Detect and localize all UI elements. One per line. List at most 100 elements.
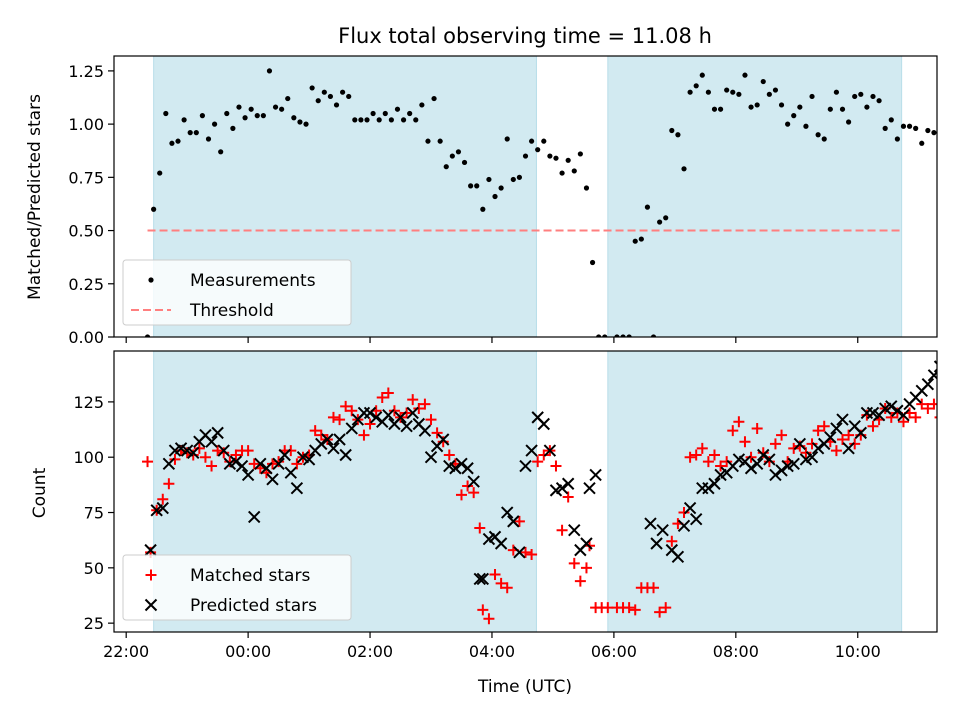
top-measurements-point-21 [272,104,279,110]
bottom-matched-stars-point-85 [654,606,666,618]
bottom-matched-stars-point-118 [855,429,867,441]
bottom-predicted-stars-point-79 [671,550,685,563]
top-measurements-point-22 [279,106,285,112]
bottom-predicted-stars-point-10 [205,435,218,448]
top-measurements-point-81 [644,204,651,210]
bottom-matched-stars-point-93 [702,456,714,468]
bottom-matched-stars-point-132 [941,414,952,425]
top-measurements-point-122 [894,136,900,142]
bottom-predicted-stars-point-92 [750,457,764,471]
bottom-predicted-stars-point-14 [229,455,243,468]
top-measurements-point-123 [900,123,907,129]
bottom-predicted-stars-point-72 [580,537,593,550]
bottom-predicted-stars-point-121 [927,369,937,382]
bottom-predicted-stars-point-53 [467,475,480,488]
bottom-matched-stars-point-53 [462,480,474,492]
bottom-legend-matched-stars-swatch [145,569,157,581]
bottom-matched-stars-point-120 [867,420,879,432]
bottom-predicted-stars-point-24 [290,481,304,495]
bottom-matched-stars-point-98 [733,416,745,428]
bottom-matched-stars-point-108 [794,440,806,452]
top-measurements-point-32 [340,89,346,95]
bottom-matched-stars-point-109 [800,447,812,459]
top-measurements-point-9 [199,113,205,119]
bottom-matched-stars-point-112 [818,420,830,432]
bottom-predicted-stars-point-81 [683,501,697,515]
bottom-predicted-stars-point-74 [589,468,602,482]
bottom-legend-predicted-stars-label: Predicted stars [190,596,317,616]
bottom-predicted-stars-point-122 [933,360,937,373]
bottom-predicted-stars-point-39 [382,408,395,422]
bottom-predicted-stars-point-59 [501,506,514,519]
top-measurements-point-58 [498,185,504,191]
bottom-predicted-stars-point-120 [921,377,935,391]
bottom-matched-stars-point-128 [916,398,928,410]
top-measurements-point-113 [839,106,846,112]
top-measurements-point-0 [144,334,151,337]
top-measurements-point-76 [614,334,620,337]
bottom-predicted-stars-point-84 [702,481,715,495]
bottom-predicted-stars-point-80 [677,519,691,533]
bottom-matched-stars-point-133 [947,412,958,423]
bottom-predicted-stars-point-18 [254,457,267,471]
bottom-predicted-stars-point-63 [525,444,538,457]
bottom-predicted-stars-point-2 [156,501,169,515]
bottom-predicted-stars-point-11 [211,426,224,440]
top-measurements-point-71 [577,151,583,157]
bottom-predicted-stars-point-124 [947,357,958,368]
top-measurements-point-75 [602,334,608,337]
bottom-matched-stars-point-17 [242,445,254,457]
top-measurements-point-127 [925,127,931,134]
bottom-predicted-stars-point-21 [272,457,285,471]
bottom-x-tick-label-2: 02:00 [347,642,393,661]
top-measurements-point-129 [937,136,942,141]
bottom-matched-stars-point-125 [897,416,909,428]
bottom-y-tick-label-2: 75 [84,504,104,523]
top-measurements-point-86 [675,132,681,138]
bottom-matched-stars-point-97 [727,425,739,437]
top-measurements-point-39 [382,110,388,117]
top-legend-measurements-swatch [148,277,154,283]
bottom-matched-stars-point-131 [934,416,937,419]
bottom-y-tick-label-0: 25 [84,614,104,633]
top-measurements-point-37 [370,110,376,117]
top-y-tick-label-0: 0.00 [68,328,104,347]
top-measurements-point-110 [821,136,827,142]
bottom-matched-stars-point-34 [346,405,358,417]
top-measurements-point-79 [632,238,638,244]
bottom-predicted-stars-point-60 [507,515,520,528]
top-measurements-point-54 [474,183,480,189]
top-y-tick-label-5: 1.25 [68,62,104,81]
bottom-matched-stars-point-58 [489,568,501,580]
top-measurements-point-72 [583,185,590,191]
bottom-predicted-stars-point-73 [583,481,596,495]
bottom-predicted-stars-point-96 [775,464,788,477]
bottom-predicted-stars-point-16 [241,468,255,482]
bottom-matched-stars-point-52 [455,489,467,501]
bottom-matched-stars-point-15 [230,449,242,461]
bottom-matched-stars-point-37 [364,418,376,430]
top-measurements-point-80 [638,236,644,242]
bottom-matched-stars-point-60 [501,582,513,594]
top-measurements-point-56 [486,176,492,183]
top-measurements-point-107 [803,123,809,129]
bottom-matched-stars-point-111 [812,425,824,437]
top-measurements-point-85 [669,127,675,134]
bottom-matched-stars-point-99 [739,436,751,448]
top-measurements-point-87 [681,166,687,172]
top-measurements-point-77 [620,334,626,337]
top-measurements-point-115 [852,93,858,100]
top-measurements-point-34 [352,117,358,123]
bottom-predicted-stars-point-17 [248,510,261,524]
bottom-predicted-stars-point-91 [744,462,758,475]
bottom-matched-stars-point-110 [806,438,818,450]
top-measurements-point-43 [407,110,413,117]
top-legend-box [122,259,352,326]
bottom-matched-stars-point-48 [431,427,443,439]
top-measurements-point-52 [461,159,468,166]
top-measurements-point-74 [596,334,602,337]
bottom-matched-stars-point-41 [388,405,400,417]
bottom-predicted-stars-point-115 [891,404,904,417]
top-y-tick-label-1: 0.25 [68,275,104,294]
top-measurements-point-5 [175,138,181,144]
